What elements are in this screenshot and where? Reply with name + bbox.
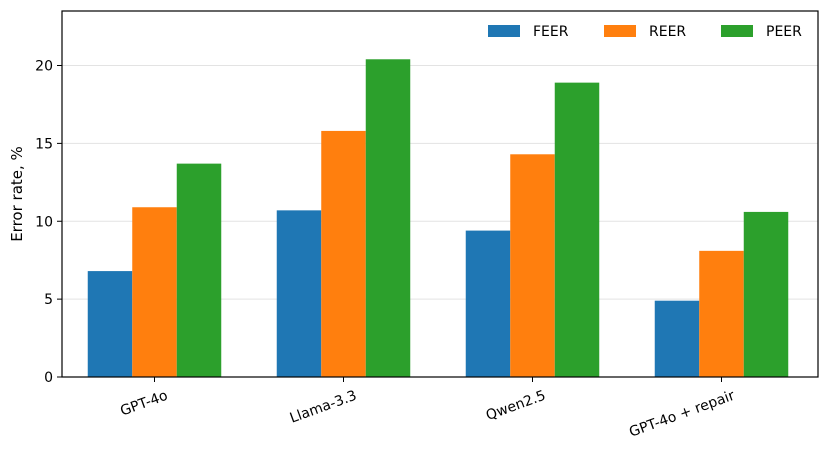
bar-reer [510, 154, 555, 377]
x-tick-label: GPT-4o [118, 388, 170, 420]
legend-swatch-peer [721, 25, 753, 37]
x-tick-label: GPT-4o + repair [627, 388, 737, 441]
bar-reer [699, 250, 744, 377]
plot-frame [61, 10, 819, 378]
x-axis-ticks: GPT-4o Llama-3.3 Qwen2.5 GPT-4o + repair [118, 377, 737, 441]
bar-peer [176, 163, 222, 377]
bar-peer [554, 82, 600, 377]
y-tick-label: 5 [44, 292, 53, 308]
bar-feer [276, 210, 322, 377]
y-tick-label: 10 [35, 214, 53, 230]
x-tick-label: Llama-3.3 [288, 388, 359, 427]
y-tick-label: 20 [35, 59, 53, 75]
bar-reer [132, 207, 177, 377]
y-tick-label: 15 [35, 136, 53, 152]
legend: FEER REER PEER [488, 24, 802, 40]
legend-label-feer: FEER [533, 24, 569, 40]
y-tick-label: 0 [44, 370, 53, 386]
legend-swatch-feer [488, 25, 520, 37]
y-axis-label: Error rate, % [8, 146, 26, 242]
y-axis-ticks: 0 5 10 15 20 [35, 59, 62, 386]
x-tick-label: Qwen2.5 [484, 388, 548, 424]
legend-label-reer: REER [649, 24, 686, 40]
bars [87, 59, 789, 377]
bar-peer [365, 59, 411, 377]
legend-swatch-reer [604, 25, 636, 37]
legend-label-peer: PEER [766, 24, 802, 40]
bar-feer [87, 271, 133, 377]
bar-peer [743, 211, 789, 377]
bar-feer [465, 230, 511, 377]
bar-feer [654, 300, 700, 377]
bar-reer [321, 130, 366, 377]
